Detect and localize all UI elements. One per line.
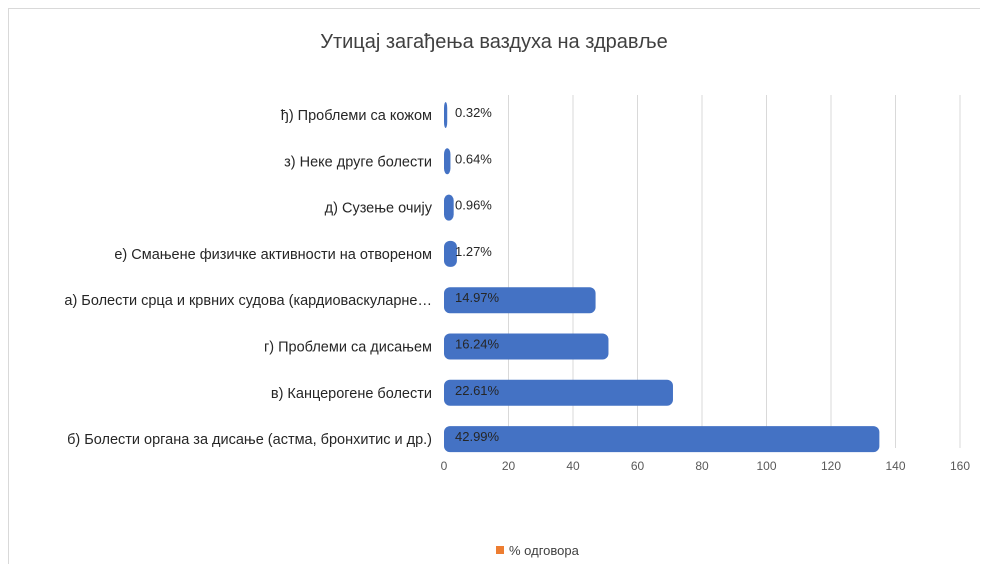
x-tick-label: 80 [695, 459, 709, 473]
bars [444, 102, 880, 453]
category-label: г) Проблеми са дисањем [264, 340, 432, 356]
data-label: 42.99% [455, 429, 500, 444]
data-label: 0.32% [455, 105, 492, 120]
bar [444, 194, 454, 221]
category-label: б) Болести органа за дисање (астма, брон… [67, 432, 432, 448]
bar [444, 148, 451, 175]
x-tick-label: 20 [502, 459, 516, 473]
data-label: 0.64% [455, 151, 492, 166]
x-tick-label: 120 [821, 459, 841, 473]
legend: % одговора [496, 543, 580, 558]
x-tick-label: 160 [950, 459, 970, 473]
category-label: а) Болести срца и крвних судова (кардиов… [64, 293, 432, 309]
gridlines [508, 95, 961, 448]
category-label: е) Смањене физичке активности на отворен… [114, 247, 432, 263]
data-label: 0.96% [455, 198, 492, 213]
x-tick-label: 40 [566, 459, 580, 473]
data-label: 14.97% [455, 290, 500, 305]
data-labels: 0.32% 0.64% 0.96% 1.27% 14.97% 16.24% 22.61% 42… [455, 105, 500, 444]
x-tick-label: 60 [631, 459, 645, 473]
legend-marker [496, 546, 504, 554]
category-label: в) Канцерогене болести [271, 386, 432, 402]
data-label: 16.24% [455, 337, 500, 352]
category-label: д) Сузење очију [325, 201, 433, 217]
x-tick-label: 100 [756, 459, 776, 473]
chart-title: Утицај загађења ваздуха на здравље [320, 31, 667, 53]
bar [444, 240, 457, 267]
bar [444, 379, 673, 406]
chart-frame [8, 8, 980, 564]
x-axis-ticks: 0 20 40 60 80 100 120 140 160 [441, 459, 971, 473]
legend-label: % одговора [509, 543, 580, 558]
bar [444, 333, 609, 360]
category-label: з) Неке друге болести [284, 154, 432, 170]
bar [444, 102, 448, 128]
bar [444, 426, 880, 453]
x-tick-label: 0 [441, 459, 448, 473]
category-labels: ђ) Проблеми са кожом з) Неке друге болест… [64, 108, 432, 448]
data-label: 22.61% [455, 383, 500, 398]
category-label: ђ) Проблеми са кожом [281, 108, 432, 124]
data-label: 1.27% [455, 244, 492, 259]
x-tick-label: 140 [885, 459, 905, 473]
bar [444, 287, 596, 314]
